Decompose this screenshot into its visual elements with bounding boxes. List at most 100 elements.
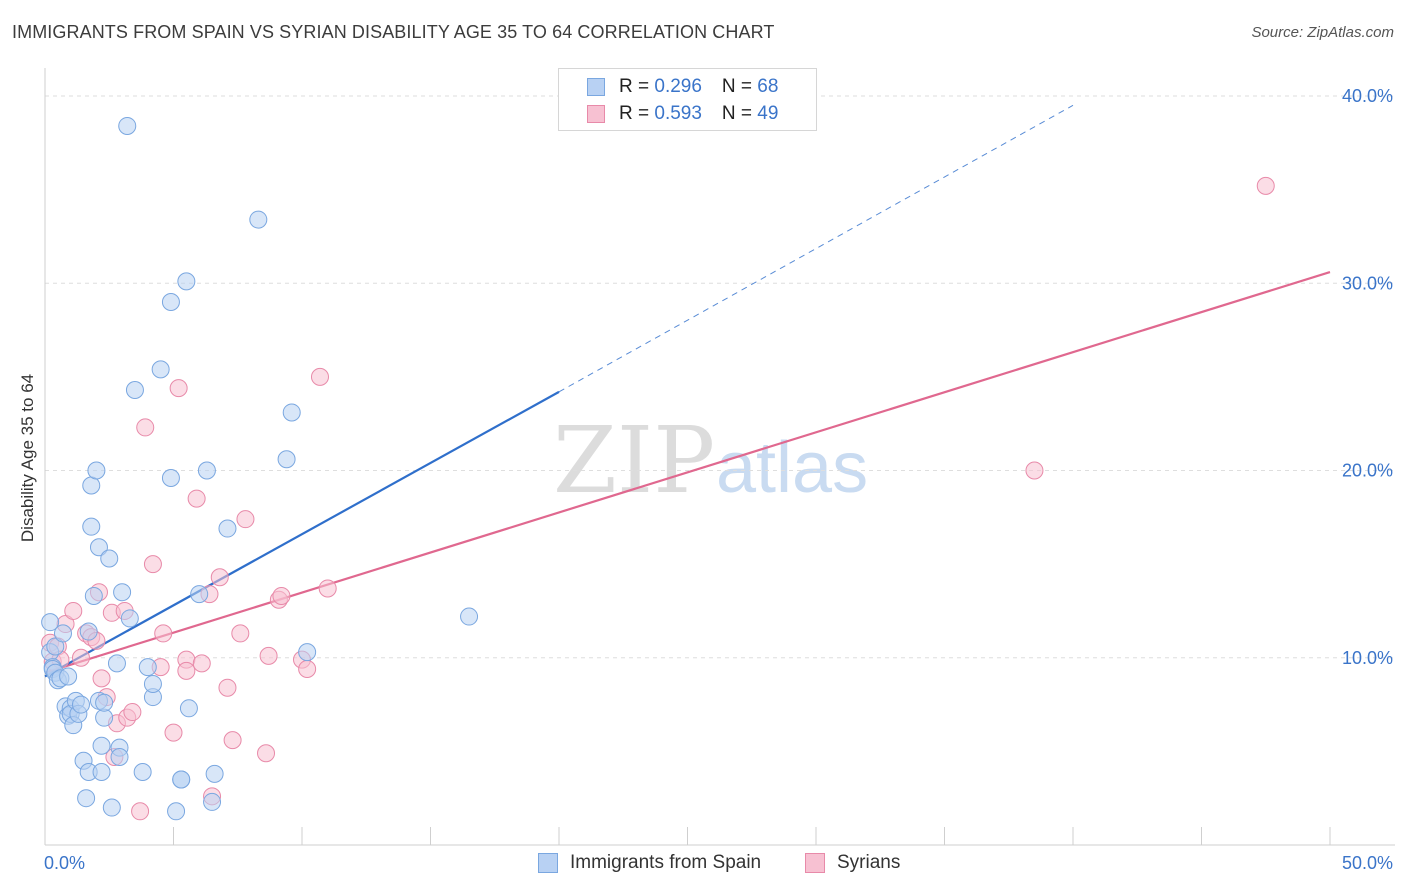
syrians-point <box>1025 461 1044 480</box>
spain-point <box>95 708 114 727</box>
x-tick-label: 50.0% <box>1342 853 1393 873</box>
legend-row-syrians: R = 0.593 N = 49 <box>587 102 778 126</box>
source-credit: Source: ZipAtlas.com <box>1251 24 1394 41</box>
trend-lines <box>44 104 1331 678</box>
syrians-point <box>164 723 183 742</box>
spain-point <box>190 585 209 604</box>
syrians-point <box>143 555 162 574</box>
spain-point <box>172 770 191 789</box>
spain-point <box>138 658 157 677</box>
spain-point <box>77 789 96 808</box>
chart-title: IMMIGRANTS FROM SPAIN VS SYRIAN DISABILI… <box>12 22 775 42</box>
spain-point <box>161 468 180 487</box>
spain-trend-extension <box>558 104 1074 393</box>
spain-point <box>113 583 132 602</box>
bottom-legend: Immigrants from Spain Syrians <box>0 852 1406 878</box>
axes <box>44 68 1395 846</box>
spain-point <box>107 654 126 673</box>
syrians-trend-line <box>44 270 1331 674</box>
spain-point <box>205 764 224 783</box>
spain-point <box>167 802 186 821</box>
syrians-point <box>154 624 173 643</box>
syrians-point <box>177 661 196 680</box>
spain-point <box>59 667 78 686</box>
syrians-point <box>1256 176 1275 195</box>
y-tick-label: 40.0% <box>1342 86 1393 106</box>
legend-n-label-syrians: N = <box>721 103 758 124</box>
legend-n-label-spain: N = <box>721 76 758 97</box>
legend-swatch-spain <box>587 78 605 96</box>
syrians-point <box>187 489 206 508</box>
spain-point <box>84 586 103 605</box>
y-tick-label: 30.0% <box>1342 273 1393 293</box>
watermark-atlas: atlas <box>716 428 868 508</box>
spain-point <box>460 607 479 626</box>
spain-point <box>79 622 98 641</box>
spain-point <box>102 798 121 817</box>
legend: R = 0.296 N = 68 R = 0.593 N = 49 <box>558 68 817 131</box>
spain-point <box>82 476 101 495</box>
syrians-point <box>64 601 83 620</box>
watermark-zip: ZIP <box>553 407 715 514</box>
syrians-point <box>318 579 337 598</box>
spain-point <box>120 609 139 628</box>
syrians-point <box>231 624 250 643</box>
spain-point <box>218 519 237 538</box>
watermark: ZIP atlas <box>553 407 868 514</box>
syrians-point <box>236 510 255 529</box>
syrians-point <box>298 659 317 678</box>
legend-r-value-spain: 0.296 <box>654 76 702 97</box>
syrians-point <box>223 731 242 750</box>
spain-point <box>92 762 111 781</box>
legend-n-value-syrians: 49 <box>757 103 779 124</box>
spain-point <box>197 461 216 480</box>
spain-point <box>95 693 114 712</box>
syrians-point <box>71 648 90 667</box>
bottom-legend-swatch-syrians <box>805 853 825 873</box>
gridlines <box>45 95 1395 659</box>
spain-point <box>87 461 106 480</box>
legend-row-spain: R = 0.296 N = 68 <box>587 75 778 99</box>
spain-point <box>118 116 137 135</box>
bottom-legend-swatch-spain <box>538 853 558 873</box>
y-tick-label: 20.0% <box>1342 461 1393 481</box>
spain-point <box>92 736 111 755</box>
spain-point <box>125 380 144 399</box>
spain-point <box>82 517 101 536</box>
spain-point <box>282 403 301 422</box>
syrians-point <box>257 744 276 763</box>
syrians-point <box>272 586 291 605</box>
bottom-legend-syrians: Syrians <box>805 852 900 874</box>
spain-point <box>177 272 196 291</box>
syrians-point <box>136 418 155 437</box>
syrians-point <box>192 654 211 673</box>
spain-point <box>249 210 268 229</box>
syrians-point <box>131 802 150 821</box>
spain-trend-line <box>44 390 560 678</box>
spain-point <box>110 747 129 766</box>
spain-point <box>277 450 296 469</box>
syrians-point <box>210 568 229 587</box>
legend-r-label-spain: R = <box>619 76 655 97</box>
spain-point <box>53 624 72 643</box>
spain-point <box>203 792 222 811</box>
spain-point <box>161 292 180 311</box>
spain-point <box>71 695 90 714</box>
spain-point <box>298 643 317 662</box>
spain-point <box>179 699 198 718</box>
spain-point <box>89 538 108 557</box>
legend-r-label-syrians: R = <box>619 103 655 124</box>
spain-point <box>41 613 60 632</box>
syrians-point <box>218 678 237 697</box>
spain-point <box>100 549 119 568</box>
spain-point <box>151 360 170 379</box>
spain-points <box>41 116 479 821</box>
legend-swatch-syrians <box>587 105 605 123</box>
syrians-point <box>169 379 188 398</box>
bottom-legend-label-syrians: Syrians <box>837 852 901 873</box>
syrians-point <box>92 669 111 688</box>
tick-labels: 10.0% 20.0% 30.0% 40.0% 0.0% 50.0% <box>44 86 1393 873</box>
y-tick-label: 10.0% <box>1342 648 1393 668</box>
syrians-point <box>259 646 278 665</box>
